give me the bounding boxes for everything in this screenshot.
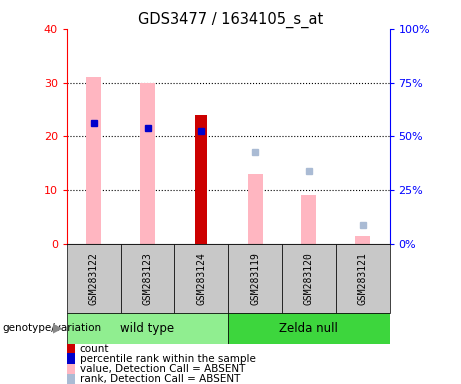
Text: ▶: ▶: [53, 322, 62, 335]
Text: genotype/variation: genotype/variation: [2, 323, 101, 333]
Bar: [248, 174, 263, 244]
Bar: [336, 244, 390, 313]
Bar: [228, 244, 282, 313]
Bar: [195, 115, 207, 244]
Text: count: count: [80, 344, 109, 354]
Text: GSM283119: GSM283119: [250, 252, 260, 305]
Text: GSM283120: GSM283120: [304, 252, 314, 305]
Text: wild type: wild type: [120, 322, 175, 335]
Text: rank, Detection Call = ABSENT: rank, Detection Call = ABSENT: [80, 374, 240, 384]
Bar: [67, 313, 228, 344]
Text: percentile rank within the sample: percentile rank within the sample: [80, 354, 256, 364]
Bar: [121, 244, 174, 313]
Bar: [67, 353, 75, 364]
Bar: [86, 77, 101, 244]
Bar: [228, 313, 390, 344]
Text: GSM283124: GSM283124: [196, 252, 207, 305]
Bar: [282, 244, 336, 313]
Text: Zelda null: Zelda null: [279, 322, 338, 335]
Bar: [355, 236, 370, 244]
Bar: [174, 244, 228, 313]
Text: GSM283123: GSM283123: [142, 252, 153, 305]
Bar: [67, 374, 75, 384]
Bar: [67, 343, 75, 354]
Bar: [67, 364, 75, 374]
Bar: [301, 195, 316, 244]
Text: value, Detection Call = ABSENT: value, Detection Call = ABSENT: [80, 364, 245, 374]
Text: GDS3477 / 1634105_s_at: GDS3477 / 1634105_s_at: [138, 12, 323, 28]
Text: GSM283122: GSM283122: [89, 252, 99, 305]
Bar: [67, 244, 121, 313]
Bar: [140, 83, 155, 244]
Text: GSM283121: GSM283121: [358, 252, 368, 305]
